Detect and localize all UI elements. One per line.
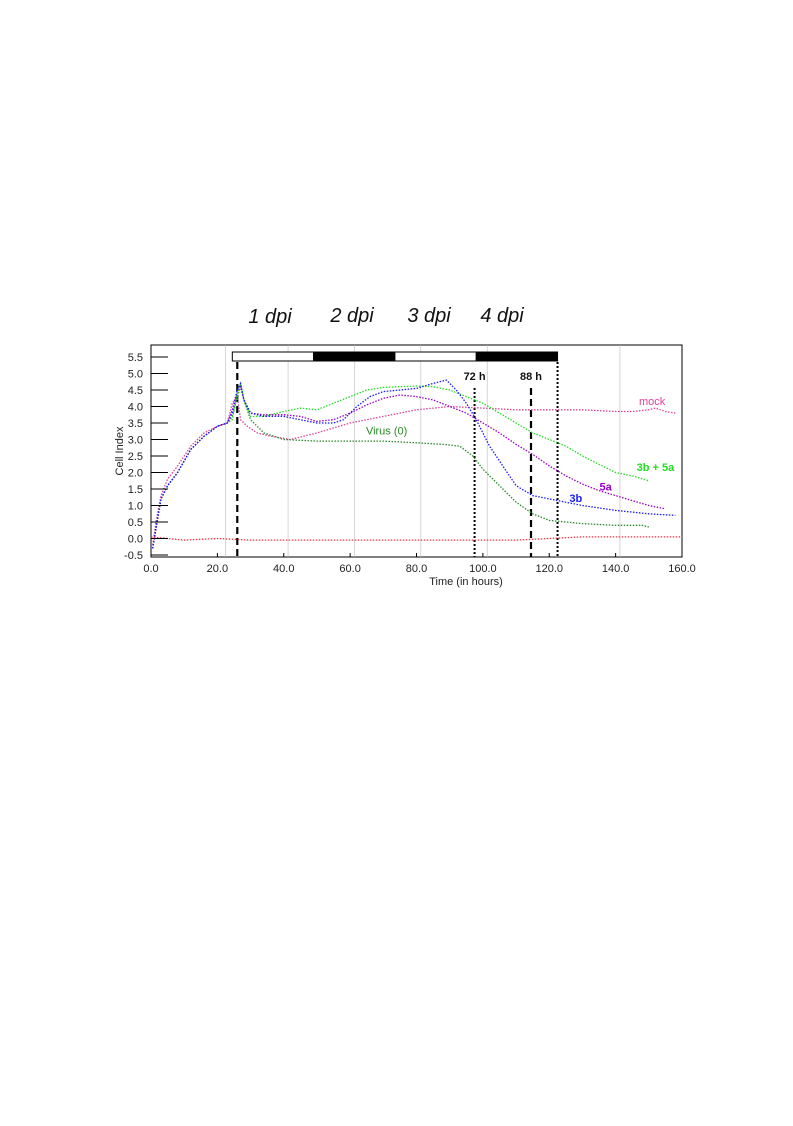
x-tick-label-1: 20.0: [207, 563, 228, 575]
y-tick-label-9: 1.0: [128, 501, 143, 513]
x-axis-label: Time (in hours): [429, 576, 503, 588]
x-tick-label-7: 140.0: [602, 563, 630, 575]
series-line-virus-0-: [152, 384, 649, 549]
marker-label-1: 72 h: [464, 371, 486, 383]
x-tick-label-8: 160.0: [668, 563, 696, 575]
grid-lines: [225, 345, 621, 557]
series-label-1: Virus (0): [366, 426, 407, 438]
marker-label-2: 88 h: [520, 371, 542, 383]
dpi-label-2: 2 dpi: [329, 305, 374, 327]
y-tick-label-8: 1.5: [128, 484, 143, 496]
day-bar-1: [313, 351, 396, 362]
day-bar-0: [231, 351, 315, 362]
y-axis-label: Cell Index: [114, 426, 126, 475]
dpi-labels: 1 dpi 2 dpi 3 dpi 4 dpi: [248, 305, 524, 328]
dpi-label-4: 4 dpi: [480, 305, 524, 327]
y-tick-label-10: 0.5: [128, 517, 143, 529]
x-tick-label-0: 0.0: [143, 563, 158, 575]
series-label-2: 3b + 5a: [637, 462, 675, 474]
y-tick-label-6: 2.5: [128, 451, 143, 463]
x-tick-label-3: 60.0: [339, 563, 360, 575]
day-night-bars: [231, 351, 559, 362]
series-line-3b: [152, 379, 676, 549]
x-tick-label-4: 80.0: [406, 563, 427, 575]
series-line-baseline: [150, 536, 682, 541]
axes: 5.55.04.54.03.53.02.52.01.51.00.50.0-0.5…: [124, 352, 696, 575]
series-line-mock: [152, 394, 676, 546]
y-tick-label-5: 3.0: [128, 435, 143, 447]
series-label-0: mock: [639, 396, 666, 408]
series-label-4: 3b: [569, 493, 582, 505]
y-tick-label-2: 4.5: [128, 385, 143, 397]
y-tick-label-1: 5.0: [128, 369, 143, 381]
y-tick-label-0: 5.5: [128, 352, 143, 364]
series-line-3b-5a: [152, 380, 649, 549]
y-tick-label-4: 3.5: [128, 418, 143, 430]
x-tick-label-2: 40.0: [273, 563, 294, 575]
plot-frame: [150, 344, 683, 558]
x-tick-label-6: 120.0: [535, 563, 563, 575]
day-bar-2: [394, 351, 477, 362]
dpi-label-1: 1 dpi: [248, 306, 292, 328]
dpi-label-3: 3 dpi: [407, 305, 451, 327]
y-tick-label-3: 4.0: [128, 402, 143, 414]
y-tick-label-7: 2.0: [128, 468, 143, 480]
series-lines: [150, 379, 682, 549]
y-tick-label-11: 0.0: [128, 534, 143, 546]
day-bar-3: [475, 351, 559, 362]
series-label-3: 5a: [600, 482, 613, 494]
time-markers: 72 h 88 h: [236, 362, 559, 557]
x-tick-label-5: 100.0: [469, 563, 497, 575]
y-tick-label-12: -0.5: [124, 550, 143, 562]
series-labels: mock Virus (0) 3b + 5a 5a 3b: [366, 396, 675, 505]
